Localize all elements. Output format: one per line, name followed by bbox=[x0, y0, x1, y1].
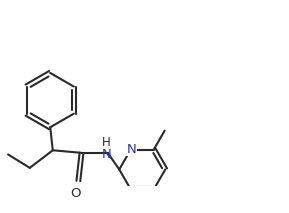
Text: N: N bbox=[127, 143, 136, 156]
Text: O: O bbox=[71, 187, 81, 200]
Text: H: H bbox=[102, 136, 110, 149]
Text: N: N bbox=[101, 148, 111, 161]
